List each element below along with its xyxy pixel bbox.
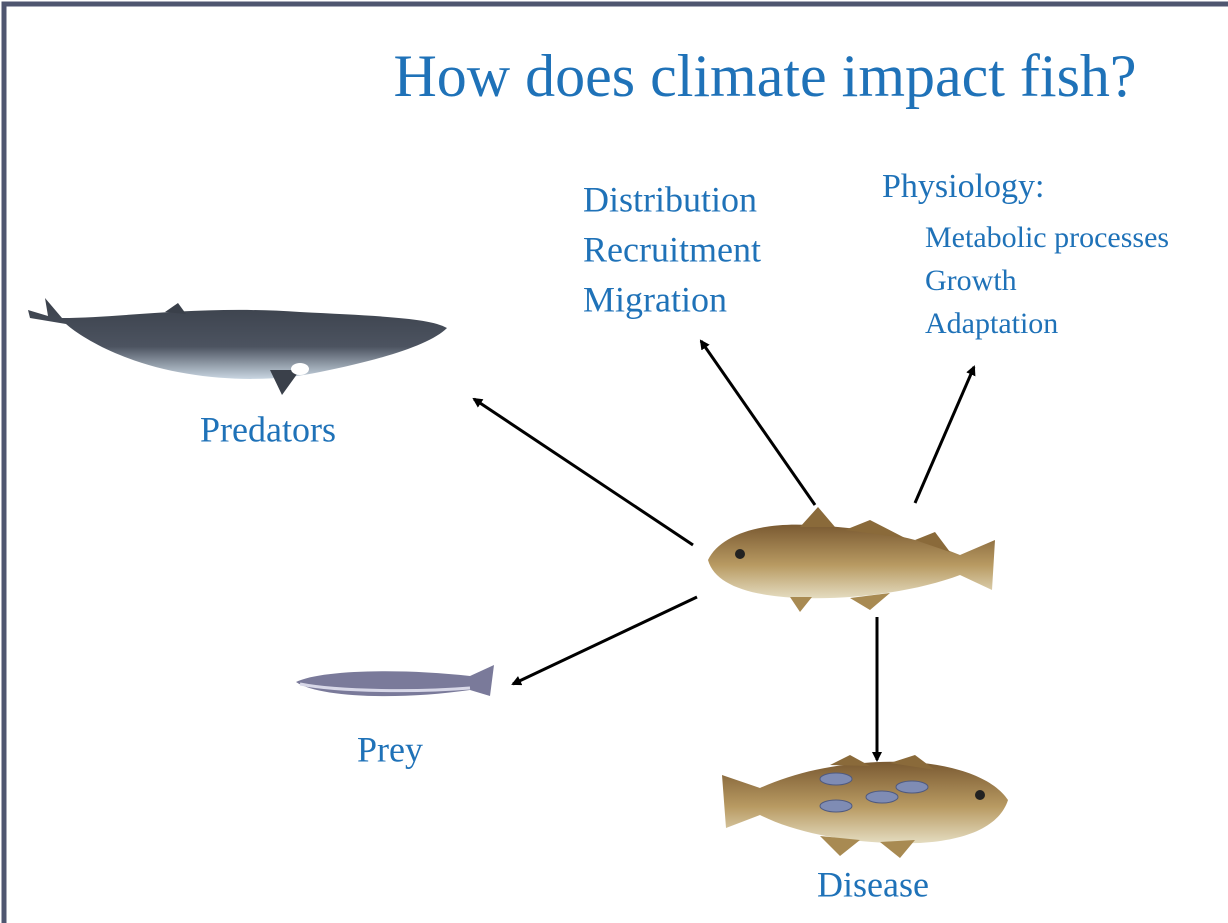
- arrows: [472, 339, 976, 762]
- arrow: [472, 397, 694, 547]
- effects: Distribution Recruitment Migration: [583, 179, 761, 319]
- arrow: [913, 365, 976, 504]
- disease-label: Disease: [817, 864, 929, 904]
- title: How does climate impact fish?: [393, 43, 1136, 109]
- effect-label: Migration: [583, 279, 727, 319]
- whale: [28, 298, 447, 395]
- effect-label: Recruitment: [583, 229, 761, 269]
- effect-label: Distribution: [583, 179, 757, 219]
- physiology-item: Metabolic processes: [925, 221, 1169, 254]
- physiology: Physiology: Metabolic processes Growth A…: [882, 168, 1169, 340]
- physiology-item: Adaptation: [925, 307, 1058, 340]
- arrow: [511, 595, 698, 686]
- predators-label: Predators: [200, 409, 336, 449]
- cod: [708, 507, 995, 612]
- prey-label: Prey: [357, 729, 423, 769]
- diseased-cod: [722, 755, 1008, 858]
- physiology-label: Physiology:: [882, 168, 1044, 205]
- arrow: [699, 339, 817, 506]
- prey-fish: [296, 665, 494, 697]
- physiology-item: Growth: [925, 264, 1017, 297]
